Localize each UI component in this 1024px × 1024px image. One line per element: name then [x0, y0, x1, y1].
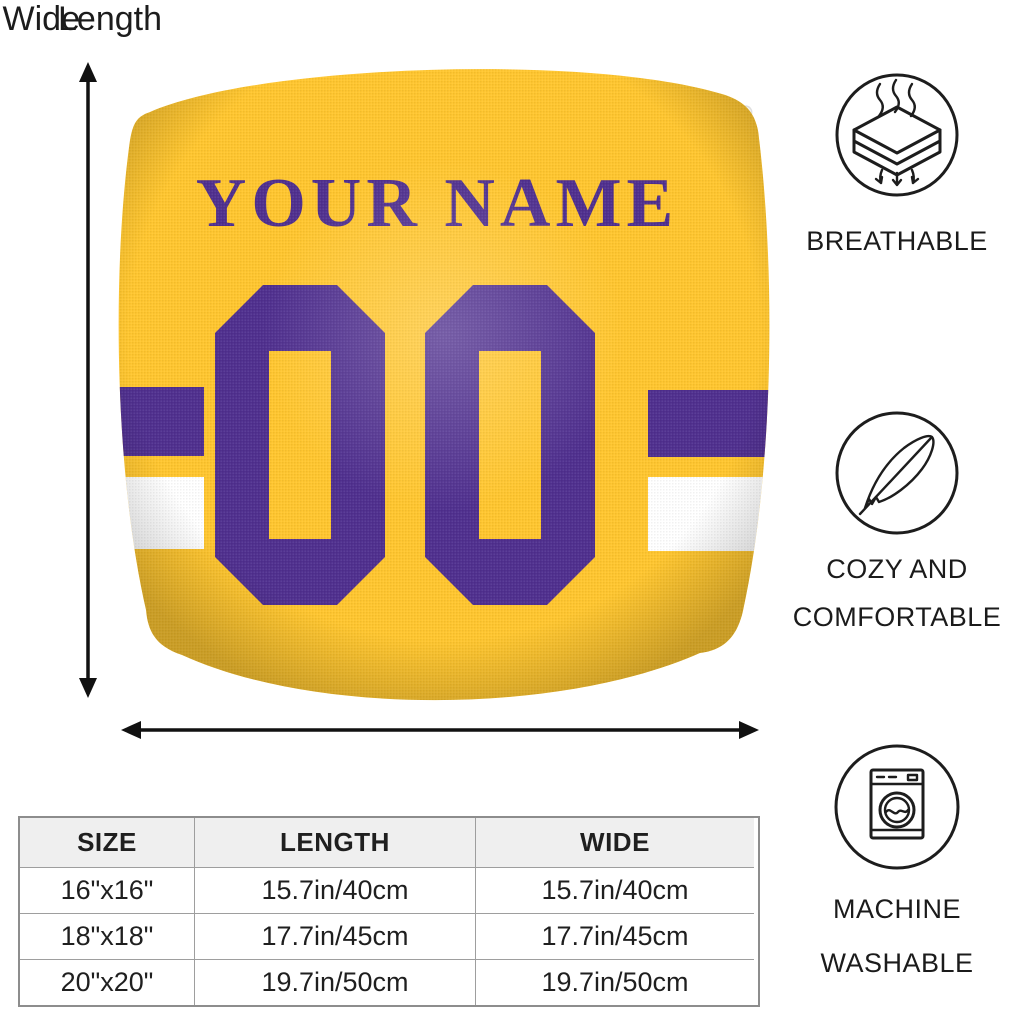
table-cell: 17.7in/45cm	[476, 914, 754, 960]
feature-cozy-comfortable: COZY AND COMFORTABLE	[793, 408, 1001, 634]
table-cell: 17.7in/45cm	[195, 914, 476, 960]
feature-label: COZY AND	[826, 554, 968, 584]
wide-dimension-label: Wide	[2, 0, 80, 38]
table-cell: 19.7in/50cm	[195, 960, 476, 1005]
table-cell: 15.7in/40cm	[195, 868, 476, 914]
table-header-cell: SIZE	[20, 818, 195, 868]
feature-label: MACHINE	[832, 894, 961, 924]
table-cell: 19.7in/50cm	[541, 967, 689, 997]
length-arrow	[121, 721, 759, 739]
feature-label: COMFORTABLE	[792, 602, 1002, 632]
feather-icon	[832, 408, 962, 538]
feature-label: BREATHABLE	[806, 226, 988, 256]
wide-arrow	[79, 62, 97, 698]
table-cell: 18"x18"	[20, 914, 195, 960]
table-cell: 20"x20"	[20, 960, 195, 1005]
breathable-icon	[832, 70, 962, 200]
feature-label: WASHABLE	[820, 948, 974, 978]
table-header-cell: LENGTH	[195, 818, 476, 868]
pillow-shading	[118, 69, 770, 701]
size-table: SIZE LENGTH WIDE 16"x16" 15.7in/40cm 15.…	[18, 816, 760, 1007]
table-cell: 16"x16"	[20, 868, 195, 914]
washing-machine-icon	[832, 742, 962, 872]
length-dimension-label: Length	[58, 0, 162, 38]
table-cell: 15.7in/40cm	[476, 868, 754, 914]
feature-breathable: BREATHABLE	[802, 70, 992, 258]
table-header-cell: WIDE	[476, 818, 754, 868]
pillow: YOUR NAME	[118, 69, 770, 701]
feature-machine-washable: MACHINE WASHABLE	[802, 742, 992, 980]
